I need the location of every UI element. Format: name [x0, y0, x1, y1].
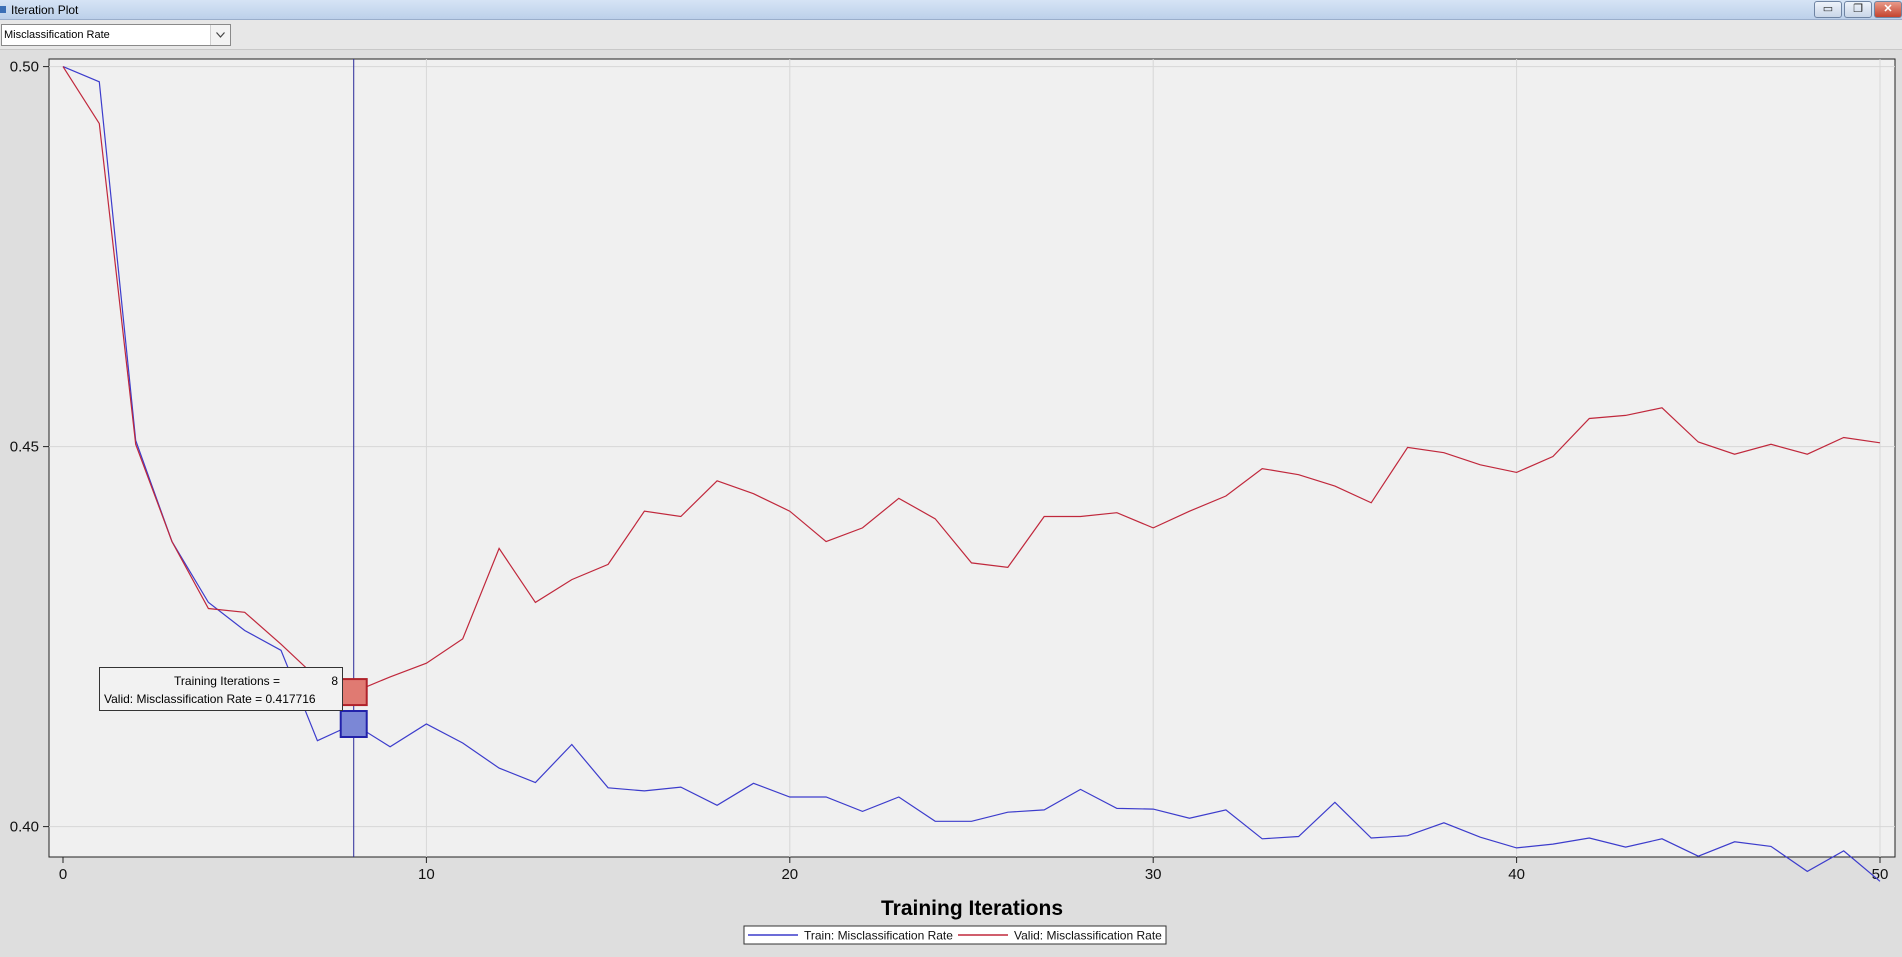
dropdown-button[interactable] — [210, 25, 230, 45]
tooltip-iteration-value: 8 — [331, 674, 338, 688]
tooltip-iteration-label: Training Iterations = — [174, 674, 280, 688]
legend-valid-label: Valid: Misclassification Rate — [1014, 929, 1162, 943]
window-title: Iteration Plot — [11, 3, 79, 17]
tooltip-valid-rate: Valid: Misclassification Rate = 0.417716 — [104, 692, 316, 706]
x-tick-label: 10 — [418, 866, 435, 883]
minimize-button[interactable]: ▭ — [1814, 1, 1842, 18]
y-tick-label: 0.40 — [10, 819, 39, 836]
title-bar: Iteration Plot ▭ ❐ ✕ — [0, 0, 1902, 20]
x-tick-label: 50 — [1872, 866, 1889, 883]
statistic-select-value: Misclassification Rate — [4, 29, 110, 41]
x-tick-label: 0 — [59, 866, 67, 883]
data-tooltip: Training Iterations = 8 Valid: Misclassi… — [99, 667, 343, 711]
iteration-chart: 0 10 20 30 40 50 0.40 0.45 0.50 Training Iterat… — [10, 58, 1896, 945]
statistic-select[interactable]: Misclassification Rate — [1, 24, 231, 46]
legend: Train: Misclassification Rate Valid: Misc… — [743, 925, 1167, 945]
legend-frame — [743, 925, 1167, 945]
chevron-down-icon — [216, 32, 225, 38]
x-tick-label: 30 — [1145, 866, 1162, 883]
y-tick-label: 0.50 — [10, 59, 39, 76]
window-icon — [0, 6, 6, 13]
restore-button[interactable]: ❐ — [1844, 1, 1872, 18]
iteration-plot: 0 10 20 30 40 50 0.40 0.45 0.50 Training Iterat… — [0, 51, 1902, 952]
y-tick-label: 0.45 — [10, 439, 39, 456]
x-tick-label: 20 — [781, 866, 798, 883]
valid-selected-marker[interactable] — [339, 678, 368, 707]
close-button[interactable]: ✕ — [1874, 1, 1902, 18]
x-tick-label: 40 — [1508, 866, 1525, 883]
x-axis-label: Training Iterations — [881, 897, 1063, 920]
toolbar: Misclassification Rate — [0, 20, 1902, 50]
train-selected-marker[interactable] — [339, 710, 368, 738]
legend-train-label: Train: Misclassification Rate — [804, 929, 953, 943]
